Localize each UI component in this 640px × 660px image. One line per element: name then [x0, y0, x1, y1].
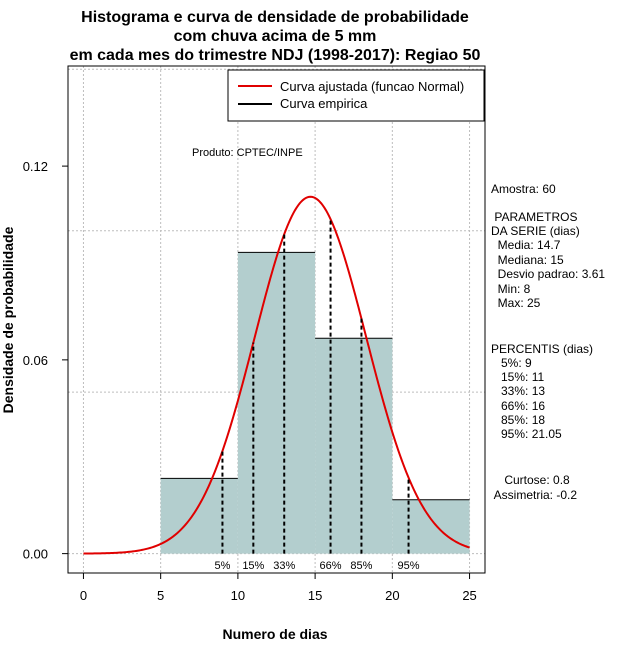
- stat-p15: 15%: 11: [491, 370, 544, 384]
- y-axis: 0.00 0.06 0.12: [23, 159, 69, 562]
- stat-p85: 85%: 18: [491, 413, 545, 427]
- percentile-label-2: 33%: [273, 560, 295, 572]
- legend-label-empirical: Curva empirica: [280, 96, 368, 111]
- chart-title: Histograma e curva de densidade de proba…: [70, 9, 481, 64]
- x-tick-label-1: 5: [157, 588, 164, 603]
- stat-params-subheading: DA SERIE (dias): [491, 224, 580, 238]
- x-tick-label-5: 25: [462, 588, 476, 603]
- product-annotation: Produto: CPTEC/INPE: [192, 147, 303, 159]
- percentile-label-4: 85%: [350, 560, 372, 572]
- stat-skewness: Assimetria: -0.2: [491, 488, 577, 502]
- percentile-label-5: 95%: [398, 560, 420, 572]
- x-tick-label-2: 10: [231, 588, 245, 603]
- x-axis: 0 5 10 15 20 25: [80, 572, 477, 603]
- title-line-1: Histograma e curva de densidade de proba…: [81, 9, 469, 26]
- stat-p33: 33%: 13: [491, 384, 545, 398]
- statistics-panel: Amostra: 60 PARAMETROS DA SERIE (dias) M…: [491, 182, 605, 502]
- legend-label-normal: Curva ajustada (funcao Normal): [280, 79, 464, 94]
- title-line-2: com chuva acima de 5 mm: [174, 28, 377, 45]
- x-tick-label-4: 20: [385, 588, 399, 603]
- stat-p5: 5%: 9: [491, 356, 532, 370]
- stat-params-heading: PARAMETROS: [491, 210, 577, 224]
- stat-p66: 66%: 16: [491, 399, 545, 413]
- percentile-markers: 5% 15% 33% 66% 85% 95%: [214, 219, 420, 572]
- stat-kurtosis: Curtose: 0.8: [491, 473, 570, 487]
- stat-p95: 95%: 21.05: [491, 427, 562, 441]
- histogram-bars: [160, 251, 470, 554]
- stat-mean: Media: 14.7: [491, 238, 561, 252]
- stat-sample: Amostra: 60: [491, 182, 556, 196]
- stat-median: Mediana: 15: [491, 253, 564, 267]
- percentile-label-0: 5%: [214, 560, 230, 572]
- histogram-bar-1: [237, 252, 316, 554]
- legend: Curva ajustada (funcao Normal) Curva emp…: [227, 69, 485, 122]
- y-axis-label: Densidade de probabilidade: [0, 226, 16, 413]
- y-tick-label-2: 0.12: [23, 159, 48, 174]
- x-tick-label-0: 0: [80, 588, 87, 603]
- stat-max: Max: 25: [491, 296, 541, 310]
- normal-curve: [83, 195, 470, 555]
- legend-box: [227, 69, 485, 122]
- stat-sd: Desvio padrao: 3.61: [491, 267, 605, 281]
- histogram-bar-2: [315, 338, 393, 554]
- percentile-label-1: 15%: [242, 560, 264, 572]
- histogram-bar-0: [160, 478, 238, 554]
- y-tick-label-1: 0.06: [23, 353, 48, 368]
- x-tick-label-3: 15: [308, 588, 322, 603]
- title-line-3: em cada mes do trimestre NDJ (1998-2017)…: [70, 47, 481, 64]
- stat-percentiles-heading: PERCENTIS (dias): [491, 342, 593, 356]
- stat-min: Min: 8: [491, 282, 531, 296]
- y-tick-label-0: 0.00: [23, 547, 48, 562]
- x-axis-label: Numero de dias: [222, 626, 327, 642]
- percentile-label-3: 66%: [320, 560, 342, 572]
- histogram-bar-3: [392, 499, 470, 554]
- normal-curve-line: [83, 195, 470, 555]
